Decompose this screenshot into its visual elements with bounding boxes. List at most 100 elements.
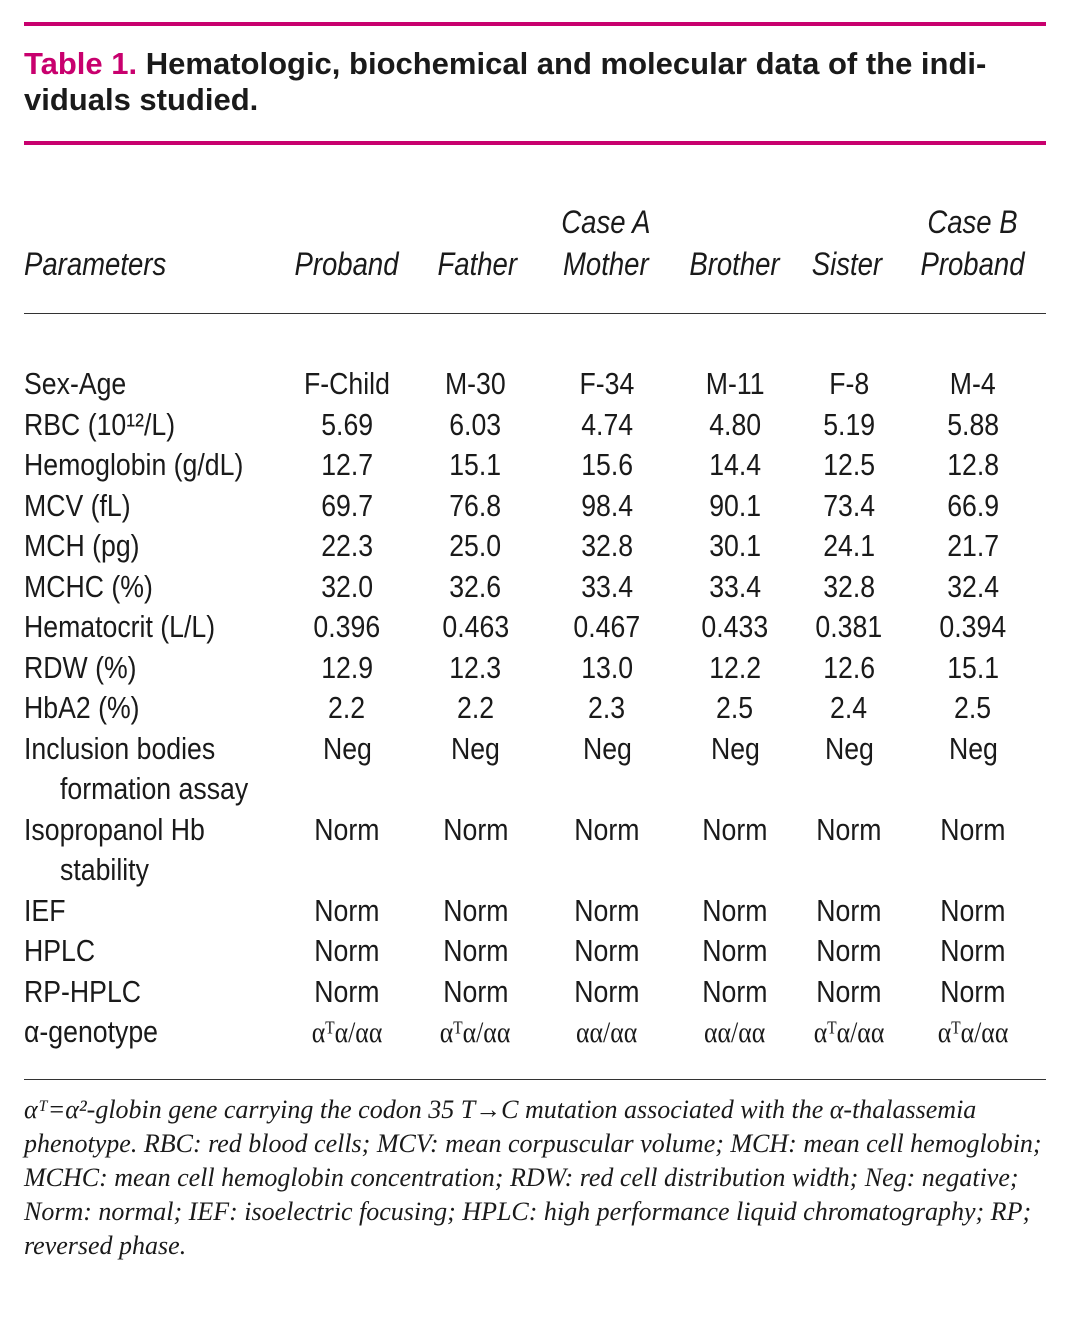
cell-value: Norm (442, 973, 509, 1009)
cell-value: Norm (702, 892, 768, 928)
row-parameter-label: MCV (fL) (24, 487, 131, 523)
row-parameter-label: MCHC (%) (24, 568, 153, 604)
table-cell: 0.381 (799, 607, 899, 648)
cell-value: 32.6 (449, 568, 502, 604)
caption-label: Table 1. (24, 46, 138, 81)
row-parameter-label: Inclusion bodies (24, 730, 216, 766)
table-cell: 5.88 (899, 405, 1047, 446)
cell-value: 2.5 (716, 690, 754, 725)
cell-value: 4.80 (709, 406, 761, 442)
cell-value: 32.8 (823, 568, 875, 604)
table-cell: 2.3 (543, 688, 671, 729)
cell-value: 14.4 (709, 447, 761, 482)
row-parameter-label: RDW (%) (24, 649, 137, 685)
table-cell: 32.6 (408, 567, 543, 608)
table-cell: αα/αα (543, 1012, 671, 1054)
table-cell: Norm (899, 810, 1047, 891)
row-parameter: Hemoglobin (g/dL) (24, 445, 286, 486)
table-row: HbA2 (%) 2.2 2.2 2.3 2.5 2.4 2.5 (24, 688, 1047, 729)
row-parameter-label: RBC (10¹²/L) (24, 406, 176, 442)
table-row: α-genotype αᵀα/αα αᵀα/αα αα/αα αα/αα αᵀα/αα αᵀ… (24, 1012, 1047, 1054)
table-cell: 73.4 (799, 486, 899, 527)
table-cell: 12.2 (671, 648, 799, 689)
row-parameter-continuation: formation assay (60, 771, 249, 806)
cell-value: 2.5 (954, 690, 992, 725)
table-cell: Norm (286, 931, 408, 972)
cell-value: 2.2 (328, 690, 366, 725)
cell-value: 0.433 (701, 609, 769, 644)
table-cell: 69.7 (286, 486, 408, 527)
table-cell: 15.6 (543, 445, 671, 486)
row-parameter-label: Sex-Age (24, 366, 127, 401)
cell-value: Norm (314, 973, 380, 1009)
table-cell: M-11 (671, 364, 799, 405)
table-cell: 90.1 (671, 486, 799, 527)
table-cell: Norm (671, 810, 799, 891)
cell-value: Norm (702, 811, 768, 847)
table-cell: 4.74 (543, 405, 671, 446)
table-row: Inclusion bodies formation assay Neg Neg Neg… (24, 729, 1047, 810)
cell-value: Norm (816, 973, 882, 1009)
table-cell: Norm (671, 972, 799, 1013)
cell-value: Norm (940, 973, 1006, 1009)
cell-value: 90.1 (709, 487, 761, 523)
table-cell: 6.03 (408, 405, 543, 446)
cell-value: 0.394 (939, 609, 1007, 644)
cell-value: 21.7 (947, 528, 999, 563)
table-cell: 12.7 (286, 445, 408, 486)
cell-value: 69.7 (321, 487, 373, 523)
table-row: RBC (10¹²/L) 5.69 6.03 4.74 4.80 5.19 5.88 (24, 405, 1047, 446)
table-cell: 21.7 (899, 526, 1047, 567)
cell-value: Norm (940, 811, 1006, 847)
table-row: HPLC Norm Norm Norm Norm Norm Norm (24, 931, 1047, 972)
row-parameter-label: HPLC (24, 933, 96, 968)
cell-value: Norm (816, 892, 882, 928)
cell-value: 22.3 (321, 528, 373, 563)
cell-value: 5.88 (947, 406, 999, 442)
table-row: IEF Norm Norm Norm Norm Norm Norm (24, 891, 1047, 932)
header-col-sister: Sister (811, 246, 883, 282)
cell-value: Neg (582, 730, 632, 766)
cell-value: 0.381 (815, 609, 883, 644)
cell-value: Neg (710, 730, 760, 766)
cell-value: 33.4 (709, 568, 761, 604)
caption-top-rule (24, 22, 1046, 26)
table-cell: 66.9 (899, 486, 1047, 527)
cell-value: αᵀα/αα (937, 1016, 1009, 1049)
row-parameter: HbA2 (%) (24, 688, 286, 729)
cell-value: Norm (574, 892, 640, 928)
row-parameter: MCHC (%) (24, 567, 286, 608)
cell-value: 12.2 (709, 649, 761, 685)
cell-value: 2.3 (588, 690, 626, 725)
table-cell: 33.4 (543, 567, 671, 608)
table-cell: Neg (286, 729, 408, 810)
row-parameter: RDW (%) (24, 648, 286, 689)
table-caption: Table 1. Hematologic, biochemical and mo… (24, 46, 1046, 118)
row-parameter: Inclusion bodies formation assay (24, 729, 286, 810)
table-cell: Norm (543, 931, 671, 972)
row-parameter-label: Hemoglobin (g/dL) (24, 447, 244, 482)
cell-value: 15.1 (947, 649, 999, 685)
table-cell: 15.1 (408, 445, 543, 486)
table-cell: 32.0 (286, 567, 408, 608)
table-cell: F-Child (286, 364, 408, 405)
header-col-mother: Mother (563, 246, 649, 282)
table-cell: 0.396 (286, 607, 408, 648)
cell-value: F-8 (829, 366, 869, 401)
table-cell: Norm (799, 810, 899, 891)
row-parameter-continuation: stability (60, 852, 149, 887)
cell-value: 98.4 (581, 487, 633, 523)
table-cell: 12.3 (408, 648, 543, 689)
cell-value: Norm (442, 811, 509, 847)
cell-value: αᵀα/αα (311, 1016, 383, 1049)
cell-value: Norm (574, 811, 640, 847)
row-parameter: Sex-Age (24, 364, 286, 405)
table-cell: Norm (543, 810, 671, 891)
table-row: Isopropanol Hb stability Norm Norm Norm Norm N… (24, 810, 1047, 891)
cell-value: Neg (948, 730, 998, 766)
table-body: Sex-Age F-Child M-30 F-34 M-11 F-8 M-4 RBC (10¹… (24, 364, 1047, 1054)
cell-value: 2.2 (456, 690, 495, 725)
cell-value: 12.6 (823, 649, 875, 685)
row-parameter: Isopropanol Hb stability (24, 810, 286, 891)
cell-value: Norm (574, 973, 640, 1009)
